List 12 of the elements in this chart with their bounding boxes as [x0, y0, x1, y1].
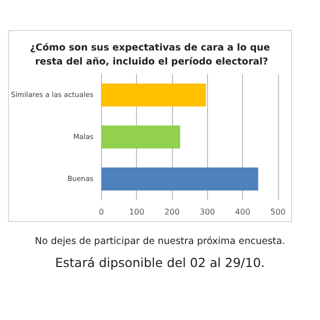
x-tick-label: 200 [164, 208, 180, 216]
x-tick-label: 0 [98, 208, 104, 216]
bar [101, 83, 206, 107]
x-tick-label: 300 [200, 208, 216, 216]
text: Estará dipsonible del 02 al 29/10. [54, 255, 266, 270]
x-tick-label: 500 [270, 208, 286, 216]
bar [101, 167, 258, 191]
chart-title: ¿Cómo son sus expectativas de cara a lo que resta del año, incluido el período electoral? [30, 42, 270, 68]
x-tick-label: 400 [235, 208, 250, 216]
bar [101, 125, 180, 149]
text: No dejes de participar de nuestra próxima encuesta. [34, 236, 286, 247]
x-tick-label: 100 [129, 208, 144, 216]
